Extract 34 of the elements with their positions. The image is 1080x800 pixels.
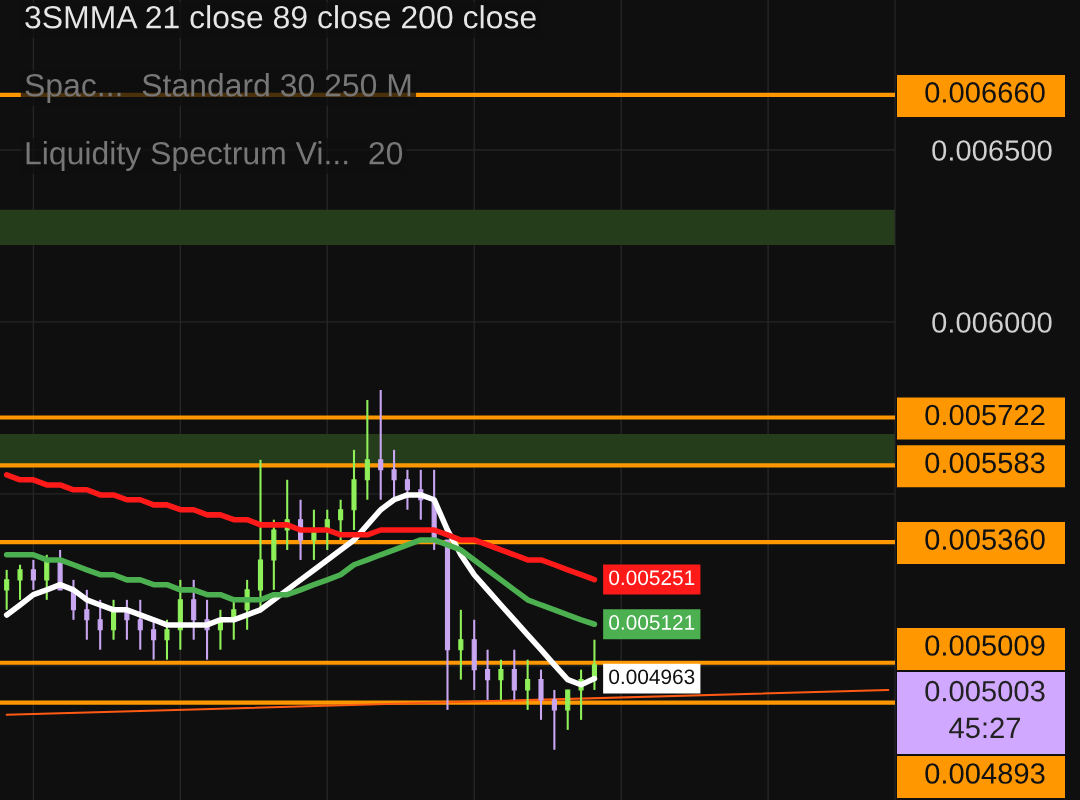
candlestick [525, 658, 531, 711]
text: 0.005003 45:27 [925, 680, 1045, 739]
ref-line-label: 0.005360 [925, 529, 1045, 550]
candlestick [164, 618, 170, 661]
data-label: 0.004963 [609, 669, 695, 685]
candlestick [191, 578, 197, 641]
ref-line-label: 0.005722 [925, 404, 1045, 426]
candlestick [565, 688, 571, 731]
candlestick [404, 468, 410, 511]
annotation: 3SMMA 21 close 89 close 200 close [25, 5, 536, 29]
candlestick [485, 648, 491, 701]
candlestick [97, 598, 103, 651]
candlestick [511, 648, 517, 701]
candlestick [378, 388, 384, 501]
candlestick [364, 398, 370, 501]
candlestick [551, 688, 557, 751]
ref-line-label: 0.005583 [925, 452, 1045, 474]
data-label: 0.005121 [609, 615, 695, 630]
ref-line-label: 0.006660 [925, 82, 1045, 103]
candlestick [84, 588, 90, 641]
ref-line-label: 0.004893 [925, 763, 1045, 784]
y-tick-label: 0.006000 [932, 312, 1052, 333]
data-label: 0.005251 [609, 570, 695, 586]
candlestick [4, 568, 10, 611]
candlestick [30, 558, 36, 591]
candlestick [17, 563, 23, 601]
candlestick [538, 668, 544, 721]
ref-line-label: 0.005009 [925, 635, 1045, 656]
annotation: Liquidity Spectrum Vi... 20 [26, 141, 403, 171]
candlestick [458, 608, 464, 681]
y-tick-label: 0.006500 [932, 140, 1052, 161]
candlestick [137, 598, 143, 651]
candlestick [498, 658, 504, 701]
candlestick [338, 498, 344, 542]
